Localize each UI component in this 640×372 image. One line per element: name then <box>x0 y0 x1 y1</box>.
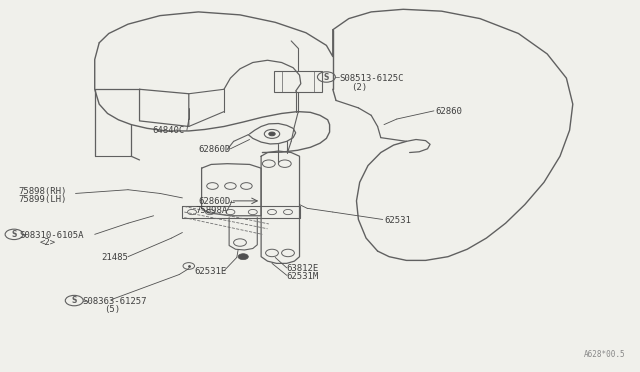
Text: S: S <box>324 73 329 81</box>
Text: 62531M: 62531M <box>287 272 319 281</box>
Text: 62531E: 62531E <box>194 267 226 276</box>
Text: <2>: <2> <box>40 238 56 247</box>
Circle shape <box>269 132 275 136</box>
Circle shape <box>238 254 248 260</box>
Text: 75899(LH): 75899(LH) <box>18 195 67 203</box>
Text: S: S <box>72 296 77 305</box>
Text: S08513-6125C: S08513-6125C <box>339 74 404 83</box>
Text: 63812E: 63812E <box>287 264 319 273</box>
Text: S08310-6105A: S08310-6105A <box>19 231 84 240</box>
Text: 21485: 21485 <box>101 253 128 262</box>
Text: 62860D: 62860D <box>198 197 230 206</box>
Text: 75898A: 75898A <box>195 206 227 215</box>
Text: 62860: 62860 <box>435 107 462 116</box>
Text: 64840C: 64840C <box>152 126 184 135</box>
Text: (2): (2) <box>351 83 367 92</box>
Text: A628*00.5: A628*00.5 <box>584 350 626 359</box>
Text: S08363-61257: S08363-61257 <box>82 297 147 306</box>
Text: S: S <box>12 230 17 239</box>
Text: 75898(RH): 75898(RH) <box>18 187 67 196</box>
Text: (5): (5) <box>104 305 120 314</box>
Text: 62531: 62531 <box>384 216 411 225</box>
Bar <box>274 71 322 92</box>
Text: 62860D: 62860D <box>198 145 230 154</box>
